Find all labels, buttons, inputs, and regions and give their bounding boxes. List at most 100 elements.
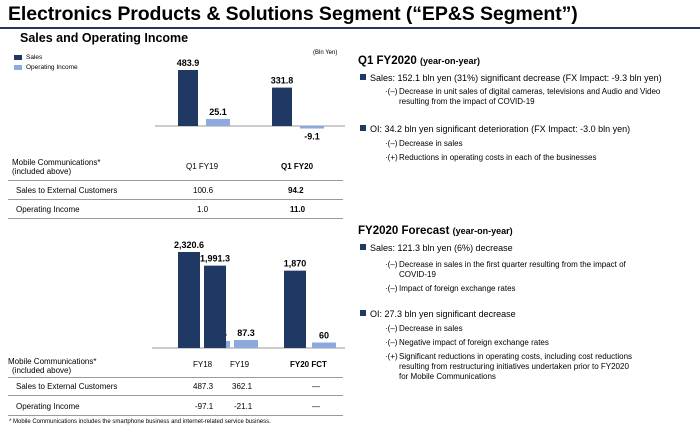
table-q1-col1-header: Q1 FY19 bbox=[186, 162, 219, 171]
sales-value-label-1: 331.8 bbox=[271, 76, 294, 86]
table-q1-label-line1: Mobile Communications* bbox=[12, 158, 101, 167]
q1-title-sub: (year-on-year) bbox=[420, 56, 481, 66]
fcst-section-title: FY2020 Forecast (year-on-year) bbox=[358, 225, 513, 237]
unit-label: (Bln Yen) bbox=[313, 50, 338, 56]
section-subtitle: Sales and Operating Income bbox=[20, 31, 189, 45]
table-fy-col3-header: FY20 FCT bbox=[290, 360, 327, 369]
legend-sales-label: Sales bbox=[26, 54, 43, 61]
q1-oi-text: OI: 34.2 bln yen significant deteriorati… bbox=[370, 124, 631, 134]
table-q1-label-line2: (included above) bbox=[12, 167, 72, 176]
item-line: COVID-19 bbox=[399, 270, 436, 279]
table-q1-divider bbox=[8, 199, 343, 200]
sales-value-label-0: 2,320.6 bbox=[174, 240, 204, 250]
item-line: resulting from the impact of COVID-19 bbox=[399, 97, 535, 106]
q1-oi-item: ·(+) Reductions in operating costs in ea… bbox=[385, 153, 700, 164]
table-q1-row2-v1: 1.0 bbox=[197, 205, 209, 214]
fcst-sales-item: ·(–) Decrease in sales in the first quar… bbox=[385, 260, 700, 282]
q1-sales-item: ·(–) Decrease in unit sales of digital c… bbox=[385, 87, 700, 109]
footnote: * Mobile Communications includes the sma… bbox=[9, 419, 271, 425]
table-fy-divider bbox=[8, 377, 343, 378]
table-fy-row1-v1: 487.3 bbox=[193, 382, 214, 391]
q1-sales-bullet: Sales: 152.1 bln yen (31%) significant d… bbox=[360, 73, 662, 83]
sales-bar-0 bbox=[178, 70, 198, 126]
legend-sales-swatch bbox=[14, 54, 22, 60]
item-marker: ·(+) bbox=[385, 153, 398, 162]
table-fy-row1-label: Sales to External Customers bbox=[16, 382, 118, 391]
oi-bar-2 bbox=[312, 342, 336, 348]
q1-oi-item: ·(–) Decrease in sales bbox=[385, 139, 700, 150]
q1-title: Q1 FY2020 bbox=[358, 55, 417, 67]
table-fy-label-line2: (included above) bbox=[12, 366, 72, 375]
item-marker: ·(–) bbox=[385, 87, 398, 96]
bullet-square-icon bbox=[360, 74, 366, 80]
page-title: Electronics Products & Solutions Segment… bbox=[8, 3, 578, 25]
item-line: Negative impact of foreign exchange rate… bbox=[399, 338, 549, 347]
oi-value-label-1: -9.1 bbox=[304, 132, 320, 142]
oi-value-label-1: 87.3 bbox=[237, 328, 255, 338]
fcst-sales-text: Sales: 121.3 bln yen (6%) decrease bbox=[370, 243, 513, 253]
sales-bar-0 bbox=[178, 252, 200, 348]
bullet-square-icon bbox=[360, 125, 366, 131]
fcst-oi-item: ·(+) Significant reductions in operating… bbox=[385, 352, 700, 384]
item-marker: ·(+) bbox=[385, 352, 398, 361]
table-fy-row2-label: Operating Income bbox=[16, 402, 80, 411]
fcst-oi-text: OI: 27.3 bln yen significant decrease bbox=[370, 309, 516, 319]
item-marker: ·(–) bbox=[385, 324, 398, 333]
table-fy-divider bbox=[8, 415, 343, 416]
item-line: resulting from restructuring initiatives… bbox=[399, 362, 629, 371]
fcst-title-sub: (year-on-year) bbox=[452, 226, 513, 236]
legend-sales: Sales bbox=[14, 54, 42, 61]
table-q1-row1-v1: 100.6 bbox=[193, 186, 214, 195]
oi-value-label-0: 25.1 bbox=[209, 107, 227, 117]
table-fy-row2-v3: — bbox=[312, 402, 320, 411]
oi-bar-1 bbox=[300, 126, 324, 129]
table-q1-row2-v2: 11.0 bbox=[290, 205, 306, 214]
table-q1-row2-label: Operating Income bbox=[16, 205, 80, 214]
item-line: Decrease in sales bbox=[399, 324, 463, 333]
sales-value-label-2: 1,870 bbox=[284, 259, 307, 269]
table-fy-divider bbox=[8, 395, 343, 396]
table-fy-col1-header: FY18 bbox=[193, 360, 213, 369]
item-line: for Mobile Communications bbox=[399, 372, 496, 381]
table-fy-col2-header: FY19 bbox=[230, 360, 250, 369]
fcst-oi-item: ·(–) Decrease in sales bbox=[385, 324, 700, 335]
fcst-title: FY2020 Forecast bbox=[358, 225, 450, 237]
table-q1-col2-header: Q1 FY20 bbox=[281, 162, 314, 171]
oi-value-label-2: 60 bbox=[319, 331, 329, 341]
item-line: Reductions in operating costs in each of… bbox=[399, 153, 597, 162]
table-fy-row2-v1: -97.1 bbox=[195, 402, 214, 411]
item-line: Decrease in sales bbox=[399, 139, 463, 148]
item-line: Decrease in sales in the first quarter r… bbox=[399, 260, 626, 269]
bullet-square-icon bbox=[360, 244, 366, 250]
legend-oi: Operating Income bbox=[14, 64, 78, 71]
table-fy-label-line1: Mobile Communications* bbox=[8, 357, 97, 366]
oi-bar-1 bbox=[234, 340, 258, 348]
item-marker: ·(–) bbox=[385, 139, 398, 148]
sales-value-label-0: 483.9 bbox=[177, 58, 200, 68]
item-marker: ·(–) bbox=[385, 338, 398, 347]
item-marker: ·(–) bbox=[385, 284, 398, 293]
legend-oi-label: Operating Income bbox=[26, 64, 78, 71]
fcst-sales-bullet: Sales: 121.3 bln yen (6%) decrease bbox=[360, 243, 513, 253]
table-q1-row1-v2: 94.2 bbox=[288, 186, 304, 195]
legend-oi-swatch bbox=[14, 64, 22, 70]
table-fy-row1-v2: 362.1 bbox=[232, 382, 253, 391]
table-q1-row1-label: Sales to External Customers bbox=[16, 186, 118, 195]
sales-bar-1 bbox=[204, 265, 226, 348]
item-line: Impact of foreign exchange rates bbox=[399, 284, 516, 293]
table-q1-divider bbox=[8, 218, 343, 219]
q1-sales-text: Sales: 152.1 bln yen (31%) significant d… bbox=[370, 73, 662, 83]
q1-section-title: Q1 FY2020 (year-on-year) bbox=[358, 55, 480, 67]
fcst-oi-bullet: OI: 27.3 bln yen significant decrease bbox=[360, 309, 516, 319]
sales-value-label-1: 1,991.3 bbox=[200, 254, 230, 264]
q1-oi-bullet: OI: 34.2 bln yen significant deteriorati… bbox=[360, 124, 630, 134]
chart-q1: 483.9 25.1 331.8 -9.1 bbox=[155, 58, 345, 142]
sales-bar-1 bbox=[272, 87, 292, 126]
item-marker: ·(–) bbox=[385, 260, 398, 269]
fcst-oi-item: ·(–) Negative impact of foreign exchange… bbox=[385, 338, 700, 349]
table-q1-divider bbox=[8, 180, 343, 181]
fcst-sales-item: ·(–) Impact of foreign exchange rates bbox=[385, 284, 700, 295]
oi-bar-0 bbox=[206, 119, 230, 126]
table-fy-row1-v3: — bbox=[312, 382, 320, 391]
